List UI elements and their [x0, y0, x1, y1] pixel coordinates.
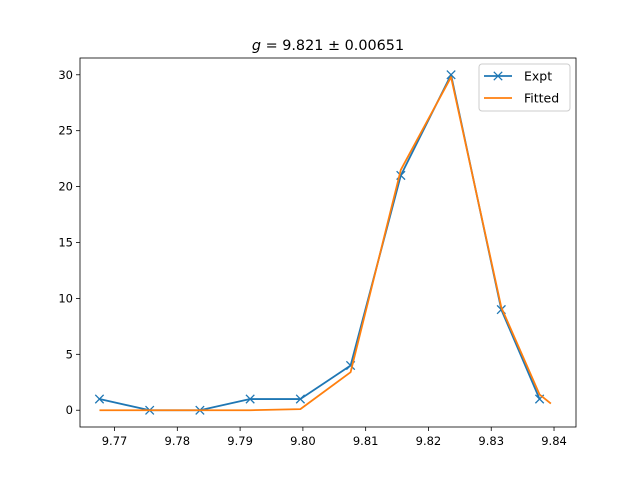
x-marker: [245, 394, 255, 404]
y-tick-label: 0: [66, 403, 73, 417]
legend-label: Fitted: [524, 91, 559, 106]
y-tick-label: 5: [66, 347, 73, 361]
legend-item-fitted: Fitted: [484, 91, 559, 106]
y-tick-label: 20: [58, 180, 73, 194]
title-value: = 9.821 ± 0.00651: [261, 38, 404, 54]
x-tick-label: 9.80: [290, 434, 316, 448]
x-tick-label: 9.83: [478, 434, 504, 448]
x-marker: [295, 394, 306, 404]
x-tick-label: 9.84: [541, 434, 567, 448]
series-line-expt: [99, 73, 541, 412]
plot-frame: [79, 57, 577, 428]
y-tick-label: 15: [58, 236, 73, 250]
x-marker: [94, 394, 105, 404]
legend: Expt Fitted: [478, 63, 571, 112]
legend-item-expt: Expt: [484, 69, 552, 84]
legend-x-marker-icon: [493, 71, 503, 81]
x-tick-label: 9.82: [416, 434, 442, 448]
y-tick-label: 30: [58, 68, 73, 82]
x-tick-label: 9.77: [102, 434, 128, 448]
x-marker: [446, 70, 456, 80]
legend-label: Expt: [524, 69, 552, 84]
x-tick-label: 9.81: [353, 434, 379, 448]
x-tick-label: 9.79: [227, 434, 253, 448]
y-tick-label: 10: [58, 291, 73, 305]
y-axis-ticks: 0 5 10 15 20 25 30: [58, 68, 80, 417]
title-variable: g: [252, 38, 261, 54]
x-axis-ticks: 9.77 9.78 9.79 9.80 9.81 9.82 9.83 9.84: [102, 427, 567, 448]
series-line-fitted: [99, 76, 552, 412]
plot-series: [94, 70, 552, 415]
x-tick-label: 9.78: [165, 434, 191, 448]
y-tick-label: 25: [58, 124, 73, 138]
chart-title: g = 9.821 ± 0.00651: [252, 38, 404, 54]
